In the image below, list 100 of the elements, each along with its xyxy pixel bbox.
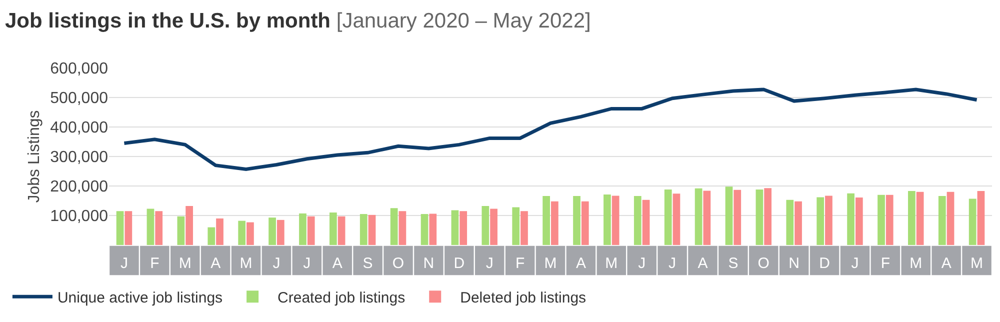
bar: [847, 193, 854, 245]
x-tick-label: M: [240, 255, 252, 272]
bar: [816, 197, 824, 245]
x-tick-label: J: [120, 255, 128, 272]
bar: [482, 206, 490, 245]
x-tick-label: O: [758, 255, 770, 272]
chart-title: Job listings in the U.S. by month: [5, 10, 331, 33]
x-tick-label: A: [941, 255, 952, 272]
y-tick-label: 300,000: [50, 149, 108, 166]
y-tick-label: 600,000: [50, 60, 108, 78]
bar: [146, 208, 154, 245]
bar: [734, 190, 742, 245]
x-tick-label: D: [819, 255, 830, 272]
x-tick-label: F: [880, 255, 890, 272]
bar: [786, 200, 794, 245]
x-tick-label: D: [454, 255, 465, 272]
bar: [855, 198, 863, 245]
x-tick-label: F: [150, 255, 160, 272]
bar: [307, 216, 315, 245]
bar: [186, 206, 193, 245]
bar: [512, 207, 520, 245]
bar: [703, 190, 711, 245]
x-tick-label: J: [851, 255, 859, 272]
bar: [155, 211, 163, 245]
bar: [268, 218, 276, 245]
bar: [329, 212, 337, 245]
bar: [612, 196, 620, 245]
bar: [968, 198, 976, 245]
bar: [642, 200, 650, 245]
bar: [604, 194, 611, 245]
bar: [916, 192, 924, 245]
x-tick-label: A: [576, 255, 586, 272]
bar: [573, 196, 580, 245]
bar: [520, 211, 528, 245]
bar: [460, 211, 468, 245]
bar: [794, 201, 802, 245]
bar: [429, 214, 437, 245]
bar: [276, 220, 284, 245]
line-series: [122, 88, 979, 171]
x-tick-label: M: [178, 255, 192, 272]
bar: [664, 190, 672, 245]
y-tick-label: 400,000: [50, 120, 108, 137]
x-tick-label: S: [728, 255, 738, 272]
x-tick-label: M: [910, 255, 922, 272]
x-tick-label: N: [423, 255, 434, 272]
bar: [764, 188, 772, 245]
x-tick-label: F: [515, 255, 525, 272]
bar: [208, 227, 216, 245]
bar: [694, 188, 702, 245]
y-tick-label: 500,000: [50, 90, 108, 108]
bar: [908, 191, 916, 245]
bar: [946, 192, 954, 245]
bar: [542, 196, 550, 245]
bar: [451, 210, 459, 245]
bar: [490, 208, 498, 245]
x-tick-label: M: [970, 255, 984, 272]
bar: [398, 211, 406, 245]
x-tick-label: J: [668, 255, 676, 272]
x-tick-label: M: [544, 255, 557, 272]
x-tick-label: O: [392, 255, 404, 272]
x-tick-label: J: [486, 255, 494, 272]
x-tick-label: A: [332, 255, 342, 272]
bar: [299, 213, 306, 245]
bar: [938, 196, 946, 245]
bar: [878, 194, 885, 245]
bar: [756, 190, 764, 245]
bar: [360, 214, 368, 245]
bar: [246, 222, 254, 245]
x-tick-label: A: [210, 255, 221, 272]
x-tick-label: J: [638, 255, 646, 272]
x-tick-label: S: [362, 255, 373, 272]
chart-subtitle: [January 2020 – May 2022]: [336, 10, 591, 33]
x-tick-label: J: [272, 255, 280, 272]
y-tick-label: 200,000: [50, 178, 108, 196]
bar: [238, 220, 246, 245]
legend-label: Deleted job listings: [460, 290, 586, 306]
bar: [886, 194, 894, 245]
bar: [338, 216, 346, 245]
y-axis-title: Jobs Listings: [26, 110, 44, 203]
bar: [420, 214, 428, 245]
x-tick-label: M: [605, 255, 618, 272]
x-tick-label: N: [788, 255, 800, 272]
bar: [825, 196, 832, 245]
bar: [177, 216, 185, 245]
bar: [551, 201, 558, 245]
legend-label: Created job listings: [278, 290, 406, 306]
bar: [672, 194, 680, 245]
y-tick-label: 100,000: [50, 208, 108, 226]
x-tick-label: A: [698, 255, 708, 272]
bar: [977, 191, 985, 245]
bar: [116, 211, 124, 245]
bar: [368, 214, 376, 245]
bar: [390, 208, 398, 245]
legend-label: Unique active job listings: [57, 290, 223, 306]
bar: [216, 218, 224, 245]
x-tick-label: J: [303, 255, 311, 272]
bar: [725, 186, 733, 245]
bar: [124, 211, 132, 245]
bar: [634, 196, 642, 245]
bar: [581, 201, 589, 245]
